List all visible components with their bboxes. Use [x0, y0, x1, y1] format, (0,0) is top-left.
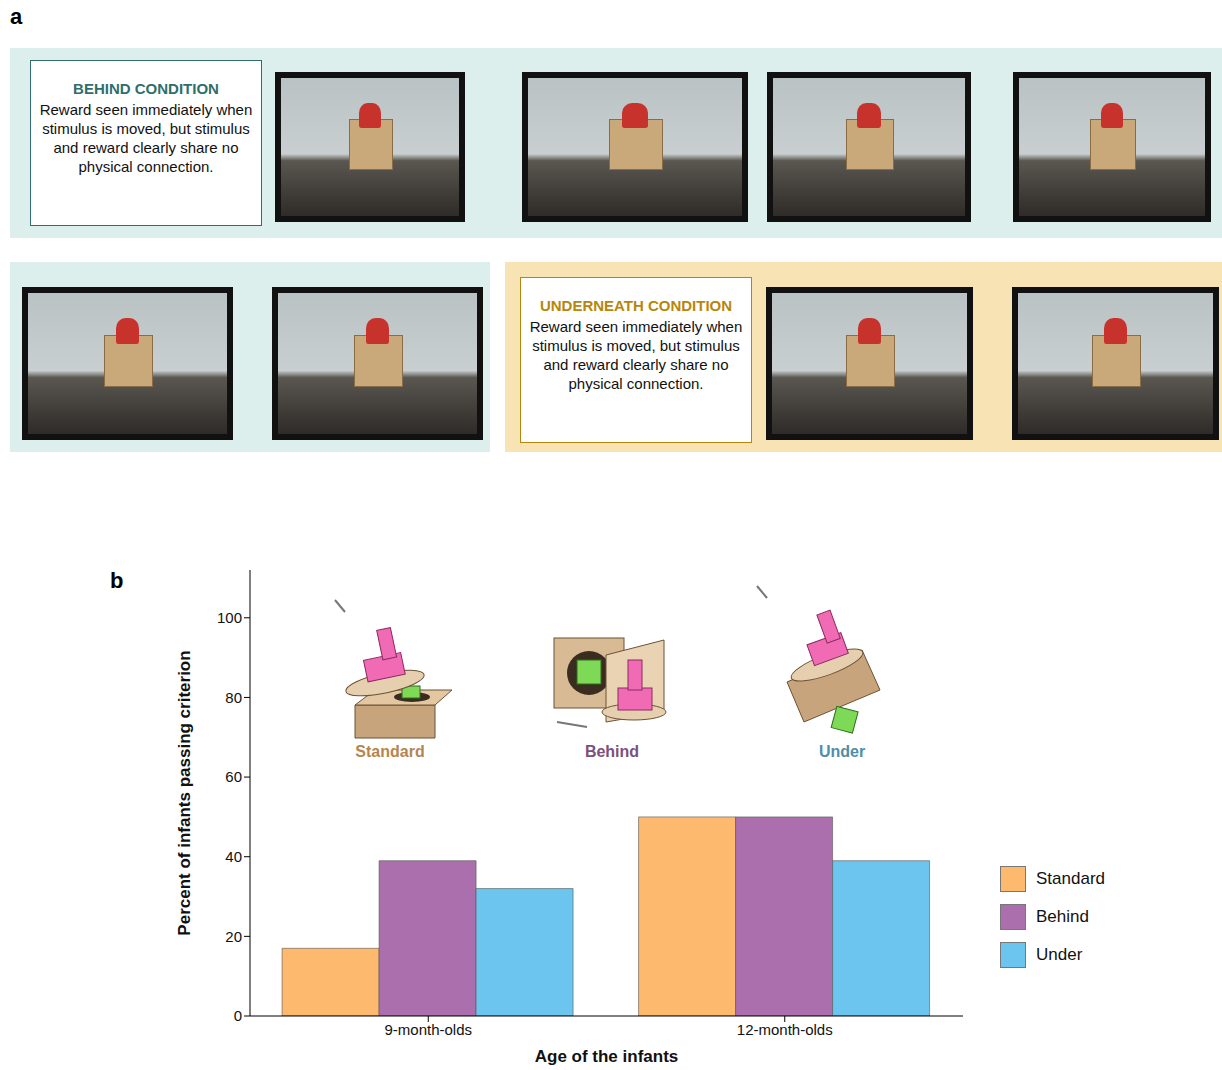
svg-text:Standard: Standard	[355, 743, 424, 760]
svg-text:80: 80	[225, 689, 242, 706]
svg-text:20: 20	[225, 928, 242, 945]
svg-text:40: 40	[225, 848, 242, 865]
svg-text:100: 100	[217, 609, 242, 626]
html-text:BEHIND CONDITION: BEHIND CONDITION	[73, 80, 219, 97]
html-text:Under: Under	[1036, 945, 1083, 964]
svg-text:60: 60	[225, 768, 242, 785]
html-text:UNDERNEATH CONDITION: UNDERNEATH CONDITION	[539, 297, 733, 314]
html-text:Standard: Standard	[1036, 869, 1105, 888]
svg-text:Age of the infants: Age of the infants	[535, 1047, 679, 1066]
svg-text:Percent of infants passing cri: Percent of infants passing criterion	[175, 650, 194, 935]
html-text:Reward seen immediately when s: Reward seen immediately when stimulus is…	[529, 318, 743, 392]
svg-text:Under: Under	[819, 743, 865, 760]
html-text:a: a	[10, 4, 23, 29]
svg-text:12-month-olds: 12-month-olds	[737, 1021, 833, 1038]
html-text:b: b	[110, 568, 124, 593]
svg-text:9-month-olds: 9-month-olds	[384, 1021, 472, 1038]
svg-text:Behind: Behind	[585, 743, 639, 760]
html-text:Behind: Behind	[1036, 907, 1089, 926]
html-text:Reward seen immediately when s: Reward seen immediately when stimulus is…	[39, 101, 253, 175]
svg-text:0: 0	[234, 1007, 242, 1024]
